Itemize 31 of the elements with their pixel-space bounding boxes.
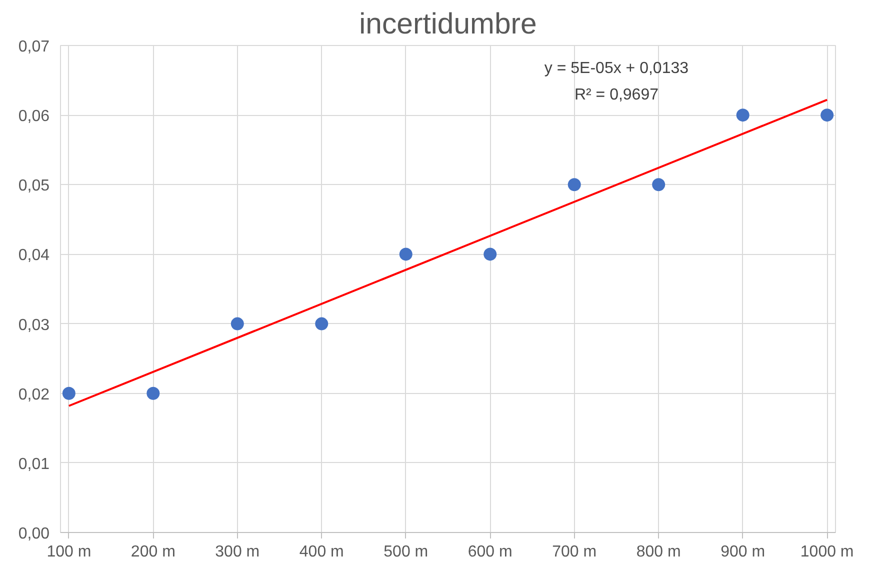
point: [230, 317, 244, 330]
y-tick-label: 0,07: [18, 38, 50, 56]
x-tick-label: 1000 m: [800, 544, 854, 560]
x-tick-label: 800 m: [636, 544, 681, 560]
y-tick-label: 0,06: [18, 108, 50, 126]
point: [568, 178, 581, 192]
point: [484, 248, 497, 261]
point: [62, 386, 76, 400]
y-tick-label: 0,01: [18, 456, 50, 473]
y-tick-label: 0,02: [18, 386, 50, 404]
y-tick-label: 0,04: [18, 247, 50, 264]
x-tick-label: 300 m: [215, 544, 260, 560]
annotation: y = 5E-05x + 0,0133: [544, 60, 689, 77]
point: [820, 108, 834, 122]
x-tick-label: 200 m: [130, 544, 176, 560]
y-tick-label: 0,05: [18, 178, 50, 195]
x-tick-label: 500 m: [384, 544, 428, 560]
x-tick-label: 600 m: [468, 544, 512, 560]
x-tick-label: 700 m: [552, 544, 597, 560]
chart-title: incertidumbre: [359, 8, 537, 40]
point: [652, 178, 666, 192]
x-tick-label: 100 m: [46, 544, 92, 560]
point: [736, 108, 750, 122]
point: [315, 317, 328, 330]
y-tick-label: 0,00: [18, 526, 50, 542]
x-tick-label: 900 m: [720, 544, 766, 560]
y-tick-label: 0,03: [18, 316, 50, 334]
point: [399, 248, 412, 261]
annotation: R² = 0,9697: [574, 86, 659, 104]
x-tick-label: 400 m: [299, 544, 344, 560]
point: [146, 386, 160, 400]
